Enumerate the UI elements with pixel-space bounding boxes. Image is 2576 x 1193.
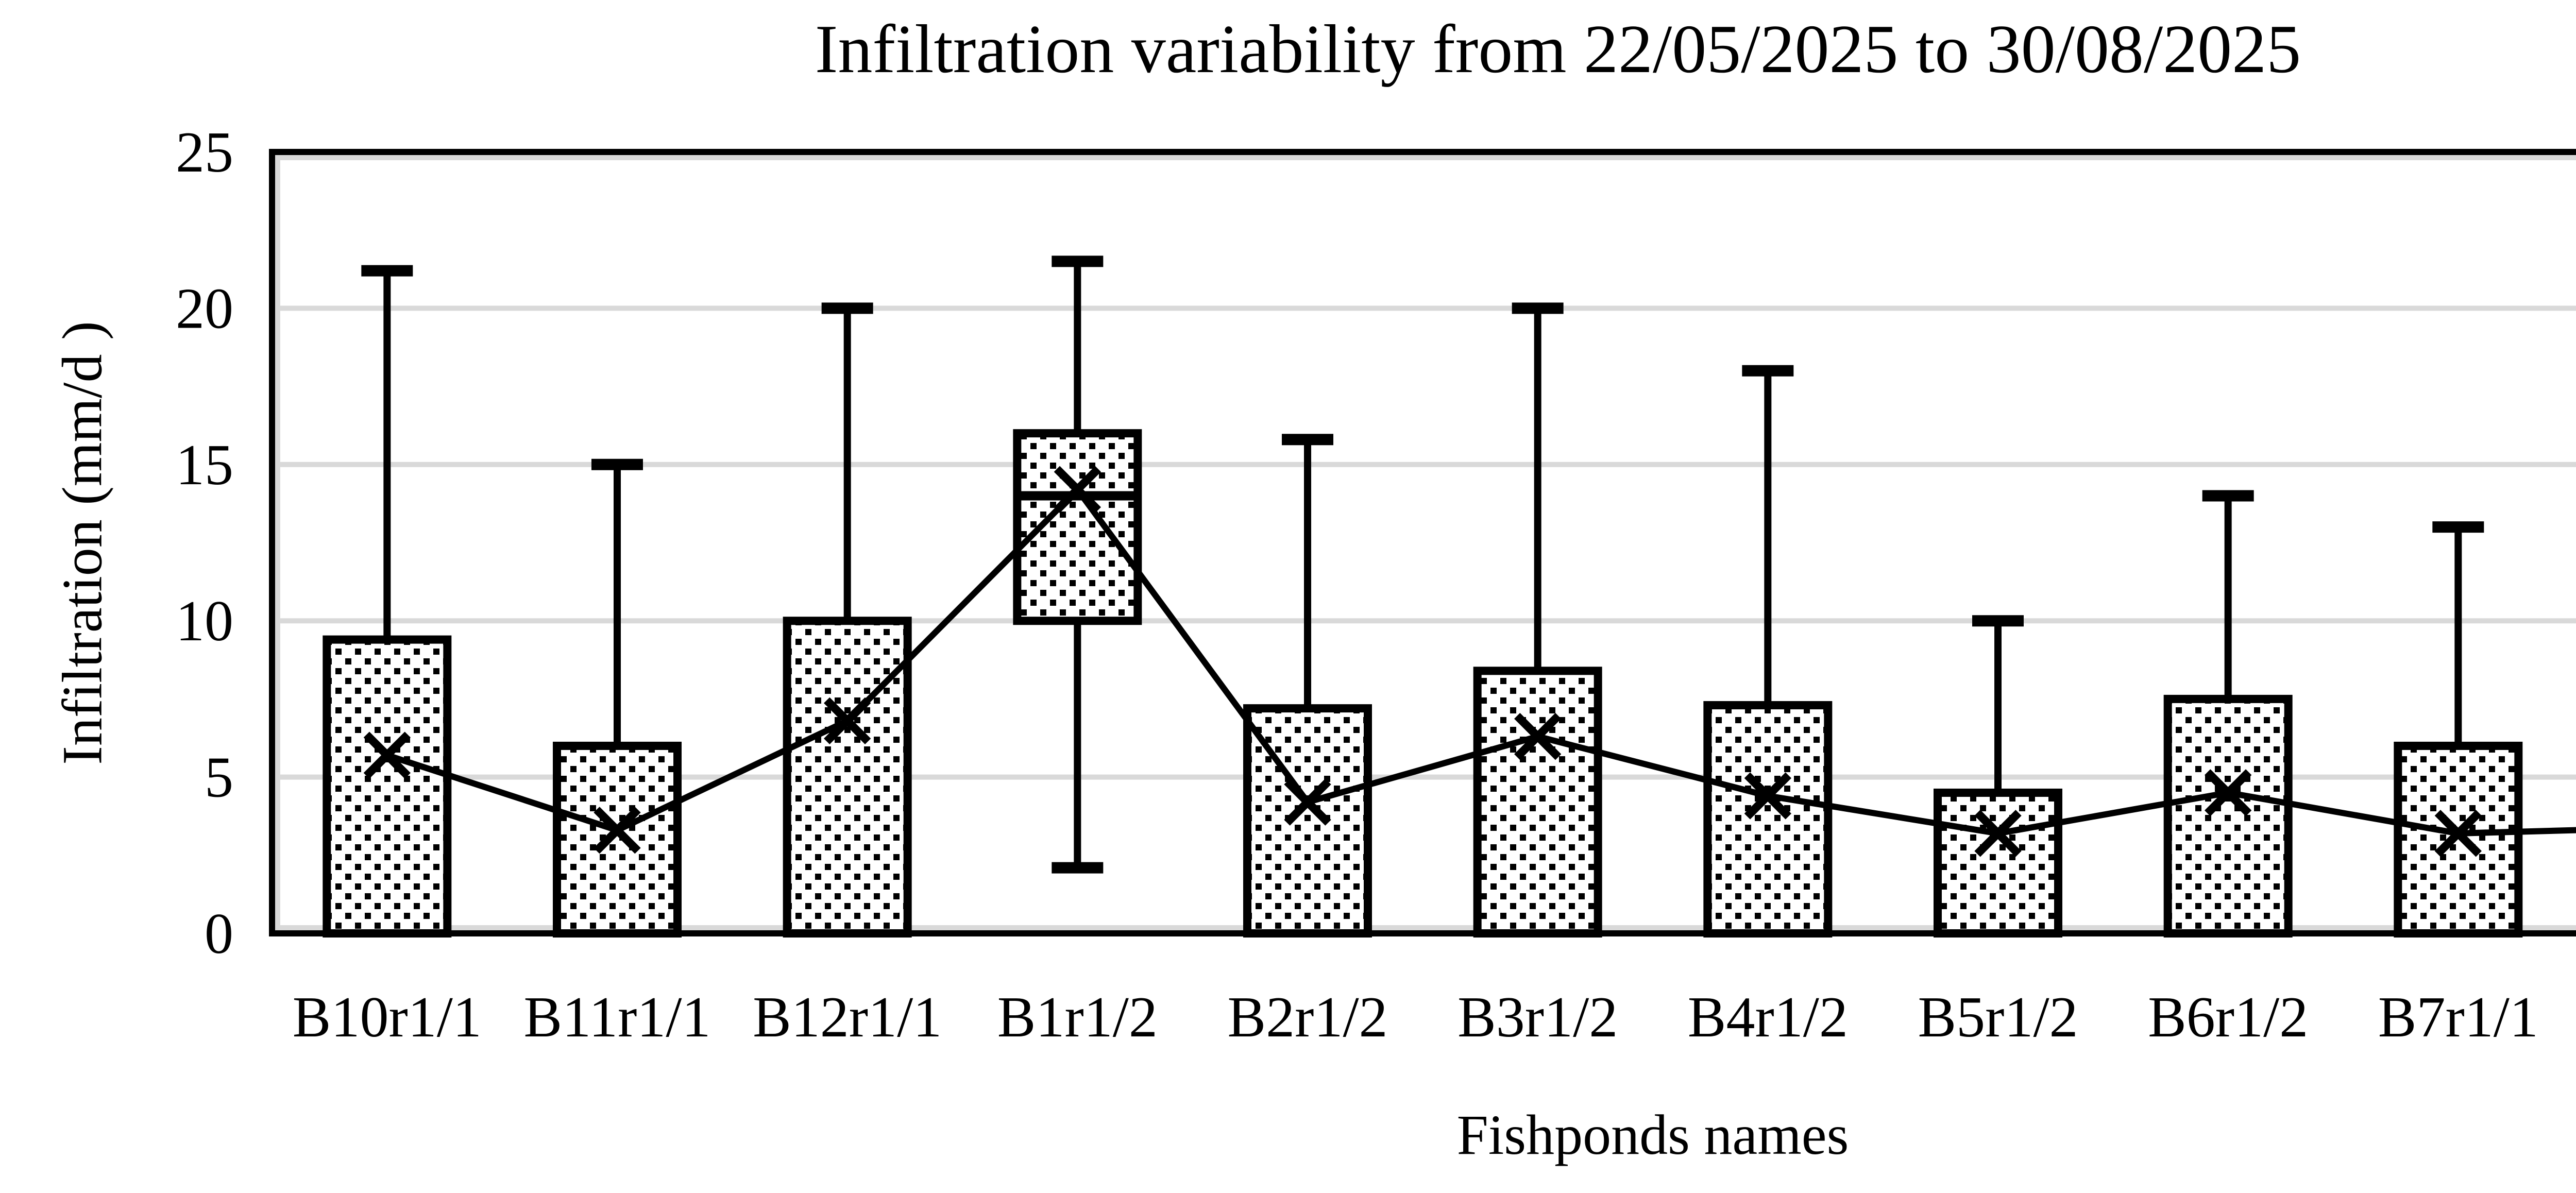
x-tick-label-b10r1-1: B10r1/1 <box>293 985 482 1049</box>
x-tick-label-b5r1-2: B5r1/2 <box>1918 985 2078 1049</box>
box-b11r1-1 <box>553 741 682 938</box>
mean-marker-x-icon <box>1514 713 1562 760</box>
box-b6r1-2 <box>2163 694 2293 938</box>
mean-marker-x-icon <box>1054 466 1101 514</box>
box-b4r1-2 <box>1703 701 1833 938</box>
y-tick-label-25: 25 <box>176 121 233 184</box>
plot-border <box>269 149 2576 936</box>
y-tick-label-5: 5 <box>205 746 233 810</box>
mean-line <box>386 486 2576 837</box>
box-b10r1-1 <box>323 635 452 938</box>
box-b1r1-2 <box>1013 429 1142 625</box>
x-tick-label-b11r1-1: B11r1/1 <box>524 985 711 1049</box>
x-tick-label-b3r1-2: B3r1/2 <box>1458 985 1618 1049</box>
box-b7r1-1 <box>2394 741 2523 938</box>
x-tick-label-b4r1-2: B4r1/2 <box>1688 985 1848 1049</box>
x-tick-label-b12r1-1: B12r1/1 <box>753 985 942 1049</box>
mean-marker-x-icon <box>2205 769 2252 816</box>
plot-inner-rim <box>275 155 2576 930</box>
x-tick-label-b1r1-2: B1r1/2 <box>997 985 1158 1049</box>
mean-marker-x-icon <box>1744 772 1791 820</box>
box-b5r1-2 <box>1934 788 2062 938</box>
chart-title: Infiltration variability from 22/05/2025… <box>815 11 2301 87</box>
x-tick-label-b7r1-1: B7r1/1 <box>2378 985 2538 1049</box>
mean-marker-x-icon <box>1974 810 2022 857</box>
mean-marker-x-icon <box>2434 810 2482 857</box>
mean-marker-x-icon <box>594 807 641 854</box>
x-tick-label-b6r1-2: B6r1/2 <box>2148 985 2308 1049</box>
y-tick-label-20: 20 <box>176 277 233 340</box>
x-tick-label-b2r1-2: B2r1/2 <box>1227 985 1387 1049</box>
y-tick-label-0: 0 <box>205 902 233 966</box>
x-axis-title: Fishponds names <box>1456 1103 1849 1166</box>
y-axis-title: Infiltration (mm/d ) <box>50 321 114 765</box>
mean-marker-x-icon <box>824 697 871 745</box>
box-b3r1-2 <box>1473 667 1602 938</box>
mean-marker-x-icon <box>363 731 411 779</box>
mean-marker-x-icon <box>1284 778 1331 826</box>
box-b12r1-1 <box>783 617 912 938</box>
y-tick-label-10: 10 <box>176 589 233 653</box>
y-tick-label-15: 15 <box>176 433 233 497</box>
